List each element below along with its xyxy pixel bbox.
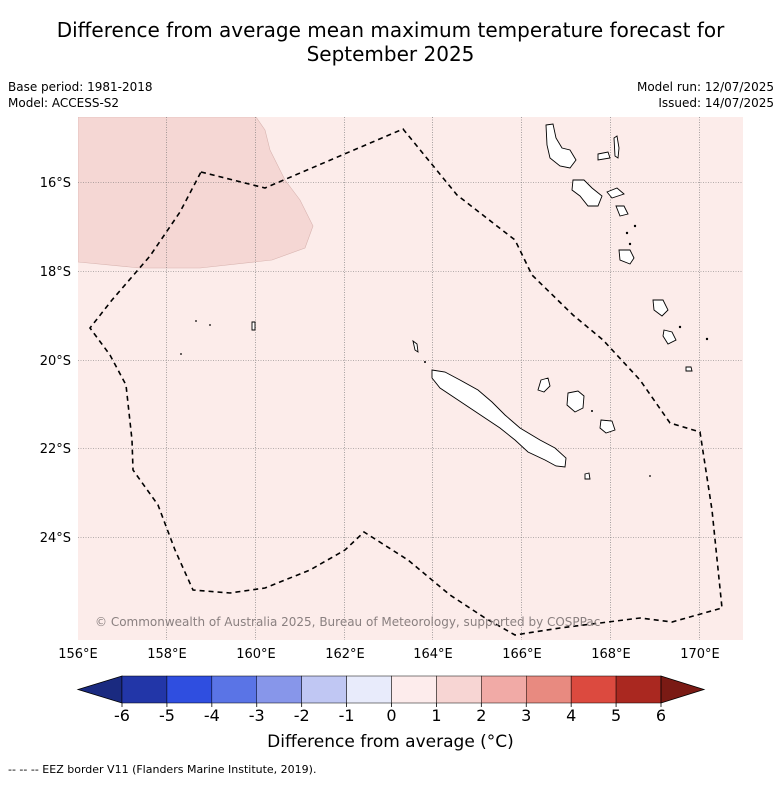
colorbar-label: Difference from average (°C) <box>267 732 514 752</box>
colorbar-tick-label: 1 <box>431 706 441 725</box>
colorbar-swatch <box>436 675 482 704</box>
vanuatu-ambrym <box>606 187 625 199</box>
eez-footnote: -- -- -- EEZ border V11 (Flanders Marine… <box>8 763 317 776</box>
lon-label: 158°E <box>147 647 187 662</box>
vanuatu-epi <box>615 205 629 217</box>
lon-label: 166°E <box>502 647 542 662</box>
lat-label: 20°S <box>40 354 71 369</box>
colorbar-swatch <box>346 675 392 704</box>
lat-label: 24°S <box>40 531 71 546</box>
islet-a <box>195 320 197 322</box>
lon-label: 160°E <box>236 647 276 662</box>
islet-j <box>591 410 593 412</box>
meta-right: Model run: 12/07/2025 Issued: 14/07/2025 <box>637 79 774 111</box>
longitude-labels: 156°E 158°E 160°E 162°E 164°E 166°E 168°… <box>58 647 720 662</box>
vanuatu-efate <box>618 249 635 265</box>
colorbar-tick-label: 0 <box>386 706 396 725</box>
base-period: Base period: 1981-2018 <box>8 80 153 94</box>
colorbar-tick-label: 5 <box>611 706 621 725</box>
vanuatu-espiritu-santo <box>545 123 577 169</box>
vanuatu-aneityum <box>685 366 693 372</box>
vanuatu-erromango <box>652 299 669 317</box>
new-caledonia-island <box>431 369 567 468</box>
title-line-1: Difference from average mean maximum tem… <box>56 18 725 42</box>
loyalty-island-lifou <box>566 390 585 413</box>
vanuatu-maewo <box>597 151 611 161</box>
islet-c <box>180 353 182 355</box>
latitude-labels: 16°S 18°S 20°S 22°S 24°S <box>40 176 71 546</box>
colorbar-swatch <box>526 675 572 704</box>
colorbar-tick-label: -6 <box>114 706 130 725</box>
islet-e <box>678 325 682 329</box>
copyright-text: © Commonwealth of Australia 2025, Bureau… <box>95 615 600 629</box>
colorbar-tick-label: -5 <box>159 706 175 725</box>
lon-label: 170°E <box>680 647 720 662</box>
model-run: Model run: 12/07/2025 <box>636 80 774 94</box>
issued-date: Issued: 14/07/2025 <box>658 96 774 110</box>
colorbar-tick-label: 3 <box>521 706 531 725</box>
islet-g <box>625 231 629 235</box>
colorbar-tick-label: -3 <box>249 706 265 725</box>
lon-label: 156°E <box>58 647 98 662</box>
small-islet-west <box>251 321 256 331</box>
colorbar-tick-label: 4 <box>566 706 576 725</box>
lon-label: 164°E <box>413 647 453 662</box>
model-name: Model: ACCESS-S2 <box>8 96 120 110</box>
isle-of-pines <box>584 472 591 480</box>
lat-label: 16°S <box>40 176 71 191</box>
vanuatu-malekula <box>571 179 603 207</box>
colorbar-tick-label: -2 <box>294 706 310 725</box>
colorbar-tick-label: 6 <box>656 706 666 725</box>
title-line-2: September 2025 <box>306 42 475 66</box>
lat-label: 22°S <box>40 442 71 457</box>
colorbar-swatch <box>481 675 527 704</box>
colorbar-extend-high <box>660 675 706 704</box>
colorbar-swatch <box>391 675 437 704</box>
eez-border <box>88 128 723 636</box>
colorbar-swatch <box>121 675 168 704</box>
colorbar-tick-label: -1 <box>339 706 355 725</box>
anomaly-patch <box>78 117 314 269</box>
islet-b <box>209 324 211 326</box>
small-islets <box>180 224 709 477</box>
islet-h <box>633 224 637 228</box>
colorbar-swatch <box>211 675 257 704</box>
vanuatu-tanna <box>662 329 677 345</box>
chart-title: Difference from average mean maximum tem… <box>0 18 781 66</box>
loyalty-island-mare <box>599 419 616 434</box>
colorbar-extend-low <box>76 675 123 704</box>
lat-label: 18°S <box>40 265 71 280</box>
colorbar-swatch <box>570 675 617 704</box>
loyalty-island-ouvea <box>537 377 551 393</box>
islet-d <box>649 475 651 477</box>
vanuatu-pentecost <box>613 135 620 159</box>
islet-f <box>705 337 709 341</box>
islet-k <box>424 361 426 363</box>
colorbar: -6 -5 -4 -3 -2 -1 0 1 2 3 4 5 6 <box>76 675 706 725</box>
lon-label: 168°E <box>591 647 631 662</box>
colorbar-tick-label: 2 <box>476 706 486 725</box>
colorbar-swatch <box>615 675 662 704</box>
colorbar-swatch <box>256 675 302 704</box>
colorbar-swatch <box>166 675 213 704</box>
belep-islet <box>412 339 419 353</box>
meta-left: Base period: 1981-2018 Model: ACCESS-S2 <box>8 79 153 111</box>
islet-i <box>628 242 632 246</box>
lon-label: 162°E <box>325 647 365 662</box>
colorbar-tick-label: -4 <box>204 706 220 725</box>
coastlines <box>251 123 693 480</box>
graticule <box>78 117 743 640</box>
colorbar-swatch <box>301 675 347 704</box>
